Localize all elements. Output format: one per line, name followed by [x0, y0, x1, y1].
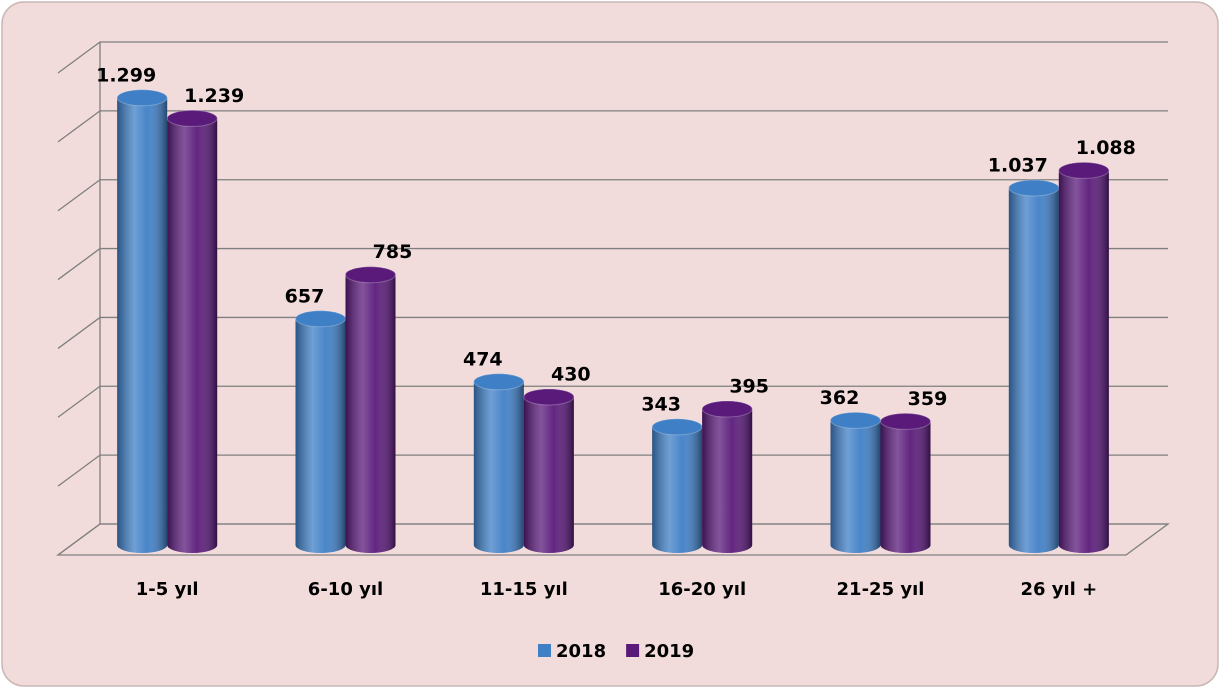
bar-top	[1008, 179, 1060, 197]
data-label: 657	[285, 285, 325, 307]
legend-label: 2019	[644, 641, 694, 662]
x-tick-label: 1-5 yıl	[136, 579, 199, 600]
bar-top	[166, 109, 218, 127]
bar-shade	[345, 266, 396, 553]
x-tick-label: 16-20 yıl	[658, 579, 746, 600]
grid-line	[57, 41, 1168, 74]
bar-shade	[167, 110, 218, 554]
bar-shade	[1058, 162, 1109, 553]
grid-line	[57, 247, 1168, 281]
bar-shade	[473, 373, 524, 553]
bar-top	[116, 89, 168, 107]
x-tick-label: 21-25 yıl	[837, 579, 925, 600]
legend-swatch	[538, 644, 551, 657]
data-label: 1.088	[1076, 137, 1136, 159]
bar-shade	[830, 412, 881, 553]
bar-top	[345, 266, 396, 284]
grid-line	[57, 316, 1168, 349]
data-label: 1.299	[96, 64, 156, 86]
bar-top	[1058, 161, 1110, 179]
bar-top	[651, 418, 703, 436]
plot-walls	[56, 41, 1170, 556]
x-tick-label: 6-10 yıl	[308, 579, 383, 600]
grid-line	[57, 385, 1168, 418]
bar-shade	[1008, 179, 1059, 553]
legend-swatch	[626, 644, 640, 657]
bar-top	[523, 388, 575, 406]
data-label: 395	[729, 376, 769, 398]
data-label: 785	[373, 241, 413, 263]
bar-shade	[702, 401, 753, 553]
data-label: 343	[641, 393, 681, 415]
data-label: 474	[463, 348, 503, 370]
bar-top	[473, 373, 525, 391]
bar-shade	[880, 413, 931, 553]
data-label: 359	[908, 388, 948, 410]
bar-top	[830, 411, 881, 429]
bar-shade	[523, 388, 574, 553]
grid-line	[57, 454, 1168, 487]
bar-shade	[295, 310, 346, 553]
x-tick-label: 26 yıl +	[1020, 579, 1097, 600]
x-tick-label: 11-15 yıl	[480, 579, 568, 600]
bar-shade	[652, 418, 703, 553]
bar-top	[701, 400, 753, 418]
grid-line	[57, 179, 1168, 212]
data-label: 430	[551, 363, 591, 385]
grid-line	[57, 523, 1168, 556]
bar-top	[880, 412, 931, 430]
data-label: 362	[820, 387, 860, 409]
legend-label: 2018	[556, 641, 606, 662]
bar-shade	[117, 89, 168, 553]
data-label: 1.239	[184, 85, 244, 107]
grid-line	[57, 110, 1168, 143]
data-label: 1.037	[988, 154, 1048, 176]
plot-marks: 1.299 1.239 657 785 474 430 343 395 362 359 1.037 1…	[96, 64, 1136, 554]
bar-top	[295, 310, 346, 328]
